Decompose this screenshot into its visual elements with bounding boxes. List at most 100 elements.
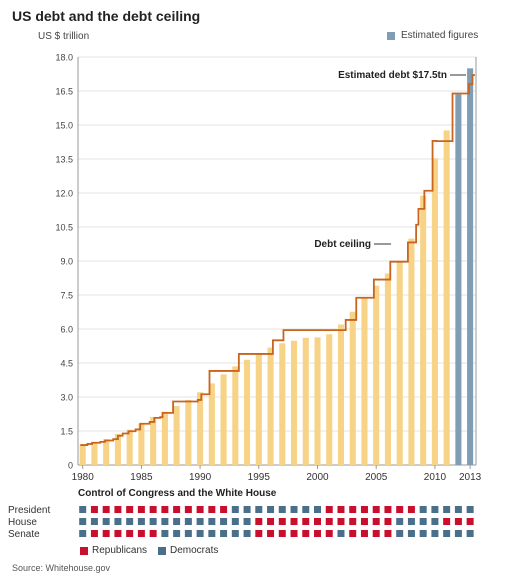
president-party-square (314, 506, 322, 513)
president-party-square (243, 506, 251, 513)
x-tick-label: 1985 (130, 472, 153, 483)
senate-party-square (231, 530, 239, 537)
row-label-senate: Senate (8, 529, 40, 540)
control-grid (79, 506, 474, 537)
house-party-square (431, 518, 439, 525)
republicans-legend: Republicans (80, 545, 147, 556)
senate-party-square (360, 530, 368, 537)
senate-party-square (126, 530, 134, 537)
debt-bar (150, 416, 157, 465)
president-party-square (220, 506, 228, 513)
house-party-square (114, 518, 122, 525)
president-party-square (126, 506, 134, 513)
debt-bar (267, 347, 274, 465)
president-party-square (173, 506, 181, 513)
chart-title: US debt and the debt ceiling (12, 8, 201, 24)
senate-party-square (255, 530, 263, 537)
senate-party-square (161, 530, 169, 537)
y-tick-label: 13.5 (55, 155, 73, 165)
president-party-square (454, 506, 462, 513)
senate-party-square (243, 530, 251, 537)
house-party-square (454, 518, 462, 525)
house-party-square (208, 518, 216, 525)
house-party-square (196, 518, 204, 525)
debt-bar (314, 337, 321, 465)
house-party-square (90, 518, 98, 525)
president-party-square (466, 506, 474, 513)
debt-bar (232, 366, 239, 465)
house-party-square (161, 518, 169, 525)
senate-party-square (278, 530, 286, 537)
row-label-house: House (8, 517, 37, 528)
democrats-label: Democrats (170, 545, 219, 556)
y-tick-label: 12.0 (55, 189, 73, 199)
president-party-square (290, 506, 298, 513)
president-party-square (431, 506, 439, 513)
president-party-square (196, 506, 204, 513)
president-party-square (278, 506, 286, 513)
debt-ceiling-line (80, 74, 475, 446)
house-party-square (407, 518, 415, 525)
debt-bar (279, 343, 286, 465)
democrats-legend: Democrats (158, 545, 218, 556)
republicans-label: Republicans (92, 545, 148, 556)
president-party-square (184, 506, 192, 513)
y-tick-label: 7.5 (60, 291, 73, 301)
house-party-square (443, 518, 451, 525)
debt-chart: 0 1.5 3.0 4.5 6.0 7.5 9.0 10.5 12.0 13.5 15.0 16.5 1… (55, 53, 481, 484)
president-party-square (149, 506, 157, 513)
president-party-square (337, 506, 345, 513)
president-party-square (255, 506, 263, 513)
x-tick-label: 2010 (424, 472, 447, 483)
house-party-square (337, 518, 345, 525)
senate-party-square (208, 530, 216, 537)
senate-party-square (443, 530, 451, 537)
debt-bar (361, 298, 368, 465)
debt-bar (91, 442, 98, 465)
house-party-square (267, 518, 275, 525)
y-tick-label: 15.0 (55, 121, 73, 131)
debt-bar (384, 273, 391, 465)
senate-party-square (325, 530, 333, 537)
debt-bar (326, 334, 333, 465)
senate-party-square (384, 530, 392, 537)
senate-party-square (396, 530, 404, 537)
control-section-title: Control of Congress and the White House (78, 488, 277, 499)
president-party-square (360, 506, 368, 513)
debt-bar (114, 433, 121, 465)
debt-bar (79, 444, 86, 465)
senate-party-square (149, 530, 157, 537)
senate-party-square (173, 530, 181, 537)
president-party-square (90, 506, 98, 513)
senate-party-square (79, 530, 87, 537)
y-tick-label: 9.0 (60, 257, 73, 267)
debt-bar (185, 399, 192, 465)
x-tick-label: 1980 (72, 472, 95, 483)
debt-ceiling-annotation: Debt ceiling (314, 239, 371, 250)
president-party-square (302, 506, 310, 513)
debt-bar (173, 406, 180, 465)
senate-party-square (137, 530, 145, 537)
y-tick-label: 6.0 (60, 325, 73, 335)
senate-party-square (290, 530, 298, 537)
senate-party-square (407, 530, 415, 537)
debt-bar (431, 158, 438, 465)
y-axis-units-label: US $ trillion (38, 31, 90, 42)
debt-bar (197, 392, 204, 465)
senate-party-square (431, 530, 439, 537)
house-party-square (243, 518, 251, 525)
president-party-square (349, 506, 357, 513)
senate-party-square (337, 530, 345, 537)
debt-bar (161, 411, 168, 465)
estimated-legend-label: Estimated figures (401, 30, 479, 41)
house-party-square (255, 518, 263, 525)
y-tick-label: 4.5 (60, 359, 73, 369)
house-party-square (220, 518, 228, 525)
house-party-square (360, 518, 368, 525)
president-party-square (102, 506, 110, 513)
senate-party-square (349, 530, 357, 537)
debt-bar (349, 311, 356, 465)
debt-bar (396, 262, 403, 465)
debt-bar (302, 337, 309, 465)
debt-bar (126, 429, 133, 465)
